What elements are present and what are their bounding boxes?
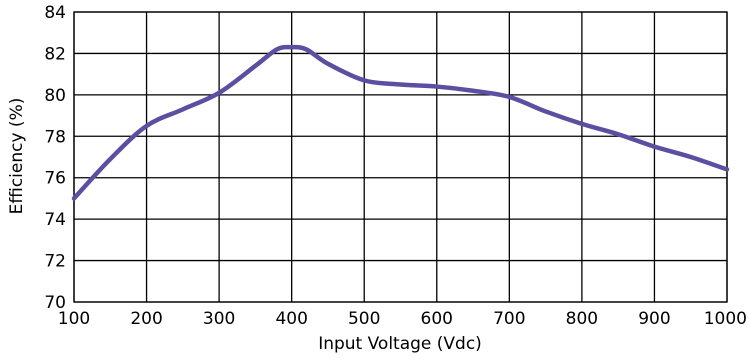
y-tick-label: 76 [44, 169, 66, 189]
y-tick-label: 78 [44, 127, 66, 147]
y-tick-label: 84 [44, 3, 66, 23]
x-axis-title: Input Voltage (Vdc) [318, 334, 482, 354]
x-tick-label: 1000 [704, 309, 747, 329]
y-tick-label: 82 [44, 44, 66, 64]
x-tick-label: 700 [493, 309, 525, 329]
x-tick-label: 500 [348, 309, 380, 329]
x-tick-labels: 100 200 300 400 500 600 700 800 900 1000 [58, 309, 747, 329]
y-tick-label: 72 [44, 252, 66, 272]
x-tick-label: 300 [203, 309, 235, 329]
x-tick-label: 800 [566, 309, 598, 329]
plot-area-border [73, 11, 728, 303]
y-tick-label: 70 [44, 293, 66, 313]
series-layer [71, 44, 730, 201]
grid-layer [73, 11, 728, 303]
y-axis-title: Efficiency (%) [7, 98, 27, 215]
y-tick-label: 74 [44, 210, 66, 230]
x-tick-label: 200 [130, 309, 162, 329]
x-tick-label: 900 [638, 309, 670, 329]
y-tick-labels: 70 72 74 76 78 80 82 84 [44, 3, 66, 313]
x-tick-label: 400 [275, 309, 307, 329]
efficiency-series-line [71, 44, 730, 201]
x-tick-label: 600 [421, 309, 453, 329]
y-tick-label: 80 [44, 86, 66, 106]
x-tick-label: 100 [58, 309, 90, 329]
